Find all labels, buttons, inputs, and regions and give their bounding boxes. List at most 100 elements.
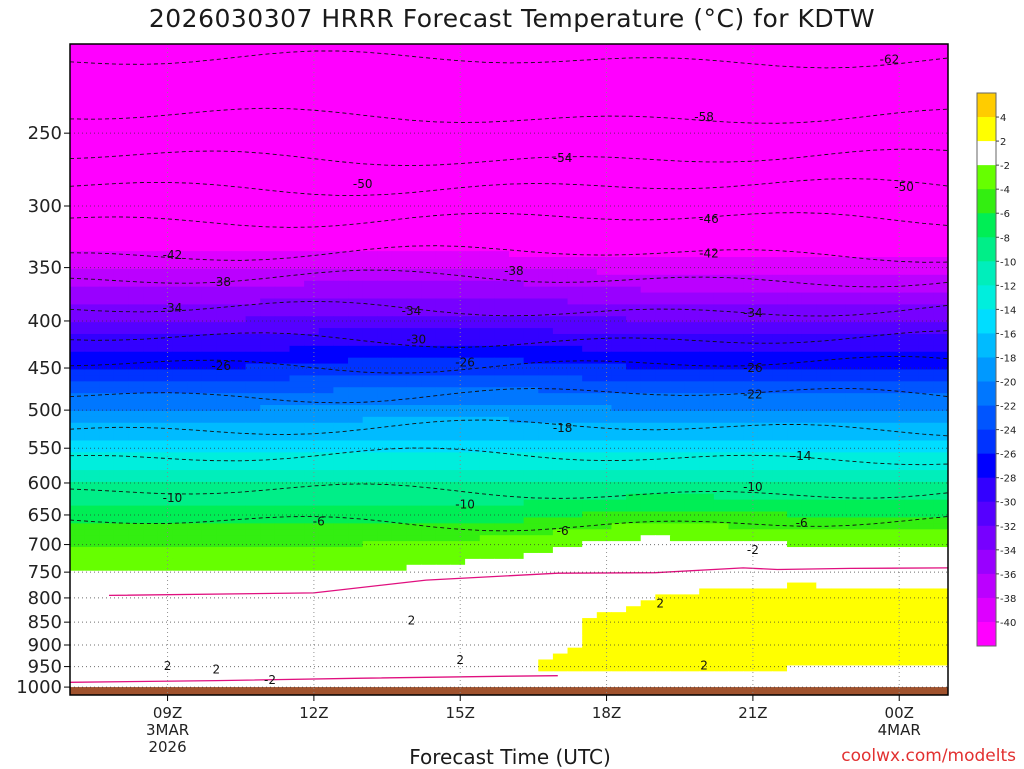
- temperature-cell: [246, 506, 261, 513]
- temperature-cell: [787, 139, 802, 146]
- temperature-cell: [875, 245, 890, 252]
- temperature-cell: [348, 168, 363, 175]
- temperature-cell: [187, 115, 202, 122]
- temperature-cell: [392, 251, 407, 258]
- temperature-cell: [231, 476, 246, 483]
- temperature-cell: [187, 417, 202, 424]
- temperature-cell: [290, 239, 305, 246]
- temperature-cell: [743, 216, 758, 223]
- temperature-cell: [787, 50, 802, 57]
- temperature-cell: [70, 441, 85, 448]
- temperature-cell: [450, 109, 465, 116]
- temperature-cell: [846, 417, 861, 424]
- temperature-cell: [685, 441, 700, 448]
- temperature-cell: [729, 523, 744, 530]
- temperature-cell: [611, 139, 626, 146]
- temperature-cell: [553, 239, 568, 246]
- temperature-cell: [729, 133, 744, 140]
- temperature-cell: [114, 198, 129, 205]
- temperature-cell: [889, 346, 904, 353]
- temperature-cell: [275, 446, 290, 453]
- temperature-cell: [699, 517, 714, 524]
- temperature-cell: [377, 352, 392, 359]
- temperature-cell: [143, 464, 158, 471]
- temperature-cell: [919, 506, 934, 513]
- temperature-cell: [626, 446, 641, 453]
- temperature-cell: [392, 210, 407, 217]
- temperature-cell: [802, 287, 817, 294]
- temperature-cell: [143, 446, 158, 453]
- temperature-cell: [904, 109, 919, 116]
- temperature-cell: [816, 222, 831, 229]
- temperature-cell: [641, 50, 656, 57]
- temperature-cell: [377, 239, 392, 246]
- temperature-cell: [407, 488, 422, 495]
- temperature-cell: [260, 192, 275, 199]
- temperature-cell: [158, 411, 173, 418]
- temperature-cell: [655, 103, 670, 110]
- temperature-cell: [816, 281, 831, 288]
- temperature-cell: [70, 429, 85, 436]
- temperature-cell: [377, 494, 392, 501]
- temperature-cell: [363, 275, 378, 282]
- temperature-cell: [568, 411, 583, 418]
- temperature-cell: [377, 488, 392, 495]
- temperature-cell: [260, 529, 275, 536]
- temperature-cell: [568, 257, 583, 264]
- temperature-cell: [260, 293, 275, 300]
- temperature-cell: [729, 370, 744, 377]
- temperature-cell: [509, 517, 524, 524]
- temperature-cell: [304, 464, 319, 471]
- temperature-cell: [758, 239, 773, 246]
- temperature-cell: [407, 364, 422, 371]
- temperature-cell: [143, 245, 158, 252]
- temperature-cell: [260, 494, 275, 501]
- temperature-cell: [333, 151, 348, 158]
- temperature-cell: [99, 62, 114, 69]
- temperature-cell: [290, 56, 305, 63]
- temperature-cell: [860, 156, 875, 163]
- temperature-cell: [421, 464, 436, 471]
- temperature-cell: [129, 168, 144, 175]
- temperature-cell: [275, 210, 290, 217]
- temperature-cell: [685, 517, 700, 524]
- temperature-cell: [787, 340, 802, 347]
- temperature-cell: [685, 298, 700, 305]
- temperature-cell: [246, 316, 261, 323]
- temperature-cell: [392, 222, 407, 229]
- temperature-cell: [611, 133, 626, 140]
- temperature-cell: [875, 328, 890, 335]
- temperature-cell: [158, 346, 173, 353]
- temperature-cell: [685, 399, 700, 406]
- temperature-cell: [114, 121, 129, 128]
- temperature-cell: [450, 62, 465, 69]
- temperature-cell: [904, 316, 919, 323]
- temperature-cell: [831, 174, 846, 181]
- temperature-cell: [260, 417, 275, 424]
- temperature-cell: [304, 470, 319, 477]
- temperature-cell: [158, 429, 173, 436]
- temperature-cell: [187, 245, 202, 252]
- temperature-cell: [846, 470, 861, 477]
- temperature-cell: [304, 352, 319, 359]
- temperature-cell: [933, 257, 948, 264]
- temperature-cell: [568, 375, 583, 382]
- temperature-cell: [787, 216, 802, 223]
- temperature-cell: [538, 494, 553, 501]
- temperature-cell: [187, 352, 202, 359]
- temperature-cell: [846, 275, 861, 282]
- temperature-cell: [831, 441, 846, 448]
- temperature-cell: [436, 151, 451, 158]
- temperature-cell: [187, 162, 202, 169]
- temperature-cell: [816, 334, 831, 341]
- temperature-cell: [772, 375, 787, 382]
- temperature-cell: [436, 68, 451, 75]
- temperature-cell: [641, 529, 656, 536]
- temperature-cell: [597, 506, 612, 513]
- temperature-cell: [216, 476, 231, 483]
- temperature-cell: [787, 293, 802, 300]
- temperature-cell: [655, 287, 670, 294]
- temperature-cell: [655, 411, 670, 418]
- temperature-cell: [290, 227, 305, 234]
- temperature-cell: [568, 97, 583, 104]
